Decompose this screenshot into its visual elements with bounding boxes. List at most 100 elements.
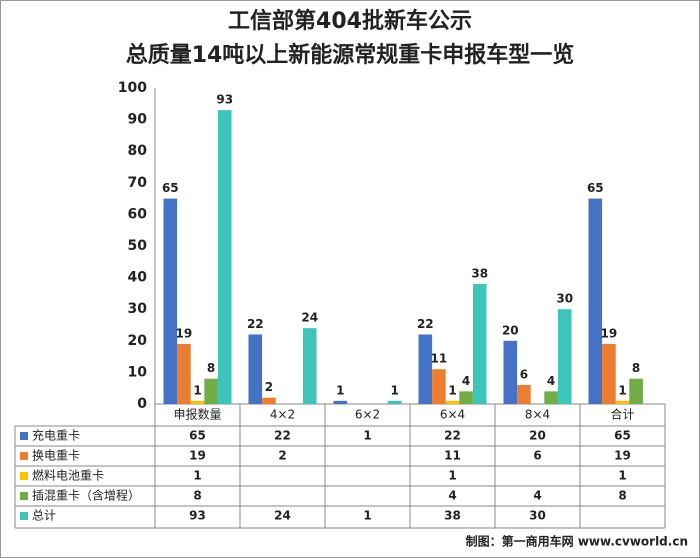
- y-tick-label: 10: [128, 364, 148, 380]
- bar: [472, 283, 487, 404]
- data-label: 20: [502, 323, 519, 337]
- y-tick-label: 0: [137, 396, 147, 412]
- data-label: 1: [391, 383, 399, 397]
- data-label: 19: [601, 326, 618, 340]
- table-cell: 4: [533, 489, 541, 503]
- bar: [333, 400, 348, 404]
- y-tick-label: 20: [128, 333, 148, 349]
- data-label: 19: [176, 326, 193, 340]
- bar: [459, 391, 473, 404]
- chart-subtitle: 总质量14吨以上新能源常规重卡申报车型一览: [126, 42, 575, 68]
- bar: [217, 110, 232, 405]
- data-label: 1: [448, 383, 456, 397]
- data-label: 2: [265, 380, 273, 394]
- table-cell: 1: [193, 469, 201, 483]
- data-label: 8: [632, 361, 640, 375]
- legend-swatch: [20, 432, 28, 440]
- legend-label: 燃料电池重卡: [32, 468, 104, 483]
- legend-swatch: [20, 512, 28, 520]
- data-label: 1: [618, 383, 626, 397]
- data-label: 8: [207, 361, 215, 375]
- bar: [503, 340, 518, 404]
- table-cell: 93: [189, 509, 206, 523]
- bar: [615, 400, 630, 404]
- bar: [418, 334, 433, 404]
- bar: [302, 328, 317, 404]
- bar: [544, 391, 558, 404]
- bar: [517, 385, 531, 404]
- bar: [190, 400, 205, 404]
- y-tick-label: 50: [128, 238, 148, 254]
- bar: [432, 369, 446, 404]
- table-cell: 22: [274, 429, 291, 443]
- data-label: 65: [162, 181, 179, 195]
- table-cell: 2: [278, 449, 286, 463]
- x-tick-label: 4×2: [270, 408, 295, 422]
- table-cell: 1: [363, 509, 371, 523]
- data-label: 30: [556, 292, 573, 306]
- x-tick-label: 8×4: [525, 408, 550, 422]
- y-tick-label: 70: [128, 175, 148, 191]
- y-tick-label: 30: [128, 301, 148, 317]
- data-label: 1: [336, 383, 344, 397]
- table-cell: 19: [614, 449, 631, 463]
- data-label: 22: [247, 317, 264, 331]
- legend-label: 充电重卡: [32, 428, 80, 443]
- legend-label: 总计: [32, 509, 56, 523]
- table-cell: 30: [529, 509, 546, 523]
- data-label: 1: [193, 383, 201, 397]
- bar: [177, 343, 191, 404]
- data-label: 93: [216, 93, 233, 107]
- bar: [557, 309, 572, 404]
- bar: [204, 378, 218, 404]
- y-tick-label: 60: [128, 206, 148, 222]
- table-cell: 4: [448, 489, 456, 503]
- table-cell: 1: [618, 469, 626, 483]
- table-cell: 6: [533, 449, 541, 463]
- table-cell: 20: [529, 429, 546, 443]
- source: 制图：第一商用车网 www.cvworld.cn: [466, 534, 688, 549]
- table-cell: 19: [189, 449, 206, 463]
- table-cell: 38: [444, 509, 461, 523]
- legend-swatch: [20, 472, 28, 480]
- x-tick-label: 申报数量: [173, 407, 221, 422]
- y-tick-label: 80: [128, 143, 148, 159]
- table-cell: 65: [189, 429, 206, 443]
- x-tick-label: 6×2: [355, 408, 380, 422]
- data-label: 11: [431, 352, 448, 366]
- data-label: 38: [471, 266, 488, 280]
- table-cell: 8: [618, 489, 626, 503]
- legend-swatch: [20, 492, 28, 500]
- data-label: 4: [547, 374, 555, 388]
- data-label: 24: [301, 311, 318, 325]
- table-cell: 1: [363, 429, 371, 443]
- chart-title: 工信部第404批新车公示: [228, 8, 472, 34]
- bar: [445, 400, 460, 404]
- table-cell: 24: [274, 509, 291, 523]
- x-tick-label: 合计: [610, 407, 634, 422]
- bar: [163, 198, 178, 404]
- table-cell: 1: [448, 469, 456, 483]
- data-label: 65: [587, 181, 604, 195]
- bar: [248, 334, 263, 404]
- y-tick-label: 90: [128, 112, 148, 128]
- bar: [387, 400, 402, 404]
- data-label: 22: [417, 317, 434, 331]
- table-cell: 65: [614, 429, 631, 443]
- data-label: 4: [462, 374, 470, 388]
- table-cell: 22: [444, 429, 461, 443]
- data-label: 6: [520, 368, 528, 382]
- y-tick-label: 100: [118, 80, 147, 96]
- bar: [588, 198, 603, 404]
- table-cell: 11: [444, 449, 461, 463]
- table-cell: 8: [193, 489, 201, 503]
- legend-label: 换电重卡: [32, 449, 80, 463]
- legend-label: 插混重卡（含增程）: [32, 488, 140, 503]
- y-tick-label: 40: [128, 270, 148, 286]
- legend-swatch: [20, 452, 28, 460]
- bar: [602, 343, 616, 404]
- bar: [262, 397, 276, 404]
- bar: [629, 378, 643, 404]
- x-tick-label: 6×4: [440, 408, 465, 422]
